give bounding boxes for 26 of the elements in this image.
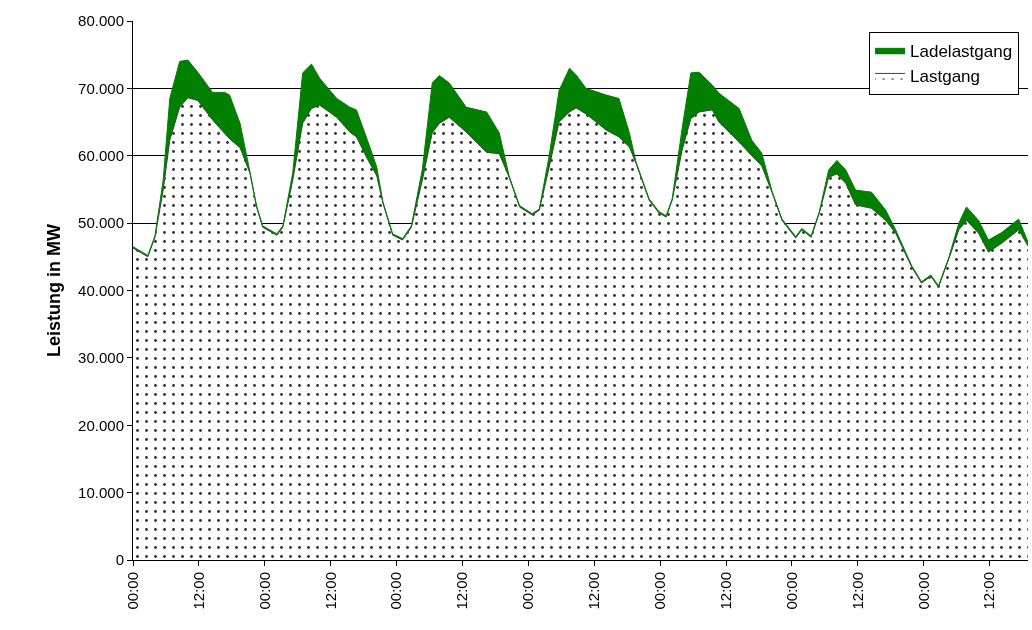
x-tick-label: 00:00 — [519, 572, 537, 610]
y-tick-label: 0 — [115, 551, 124, 569]
x-tick-label: 00:00 — [123, 572, 141, 610]
x-tick-label: 12:00 — [585, 572, 603, 610]
y-tick-label: 60.000 — [78, 147, 124, 164]
y-tick-label: 10.000 — [78, 483, 124, 501]
x-tick-label: 00:00 — [782, 572, 800, 610]
y-tick-label: 30.000 — [78, 349, 124, 367]
y-axis-title: Leistung in MW — [44, 224, 65, 357]
y-tick-label: 70.000 — [78, 79, 124, 97]
x-tick-label: 00:00 — [650, 572, 668, 610]
x-tick-label: 12:00 — [980, 572, 998, 610]
x-tick-label: 12:00 — [453, 572, 471, 610]
x-tick-label: 00:00 — [387, 572, 405, 610]
legend-label: Lastgang — [910, 67, 980, 87]
x-tick-label: 12:00 — [848, 572, 866, 610]
x-tick-label: 12:00 — [189, 572, 207, 610]
legend-label: Ladelastgang — [910, 41, 1013, 61]
x-tick-label: 00:00 — [914, 572, 932, 610]
x-tick-label: 12:00 — [716, 572, 734, 610]
y-tick-label: 20.000 — [78, 416, 124, 434]
x-tick-label: 12:00 — [321, 572, 339, 610]
y-tick-label: 40.000 — [78, 281, 124, 299]
y-tick-label: 50.000 — [78, 214, 124, 232]
x-tick-label: 00:00 — [255, 572, 273, 610]
y-tick-label: 80.000 — [78, 12, 124, 30]
